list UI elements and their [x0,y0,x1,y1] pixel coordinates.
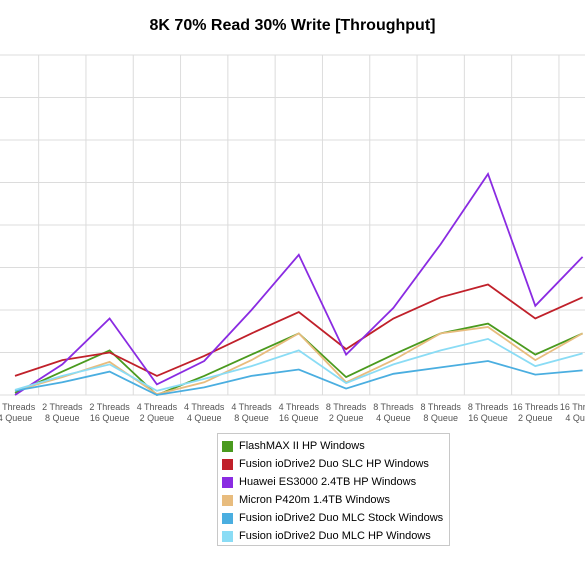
x-tick-label: 2 Threads 16 Queue [89,402,130,423]
legend-swatch [222,440,233,452]
series-line-4 [14,326,584,396]
series-line-5 [14,360,583,396]
legend-swatch [222,512,233,524]
series-line-3 [14,172,584,396]
x-tick-label: 16 Threads 2 Queue [513,402,559,423]
x-tick-label: 8 Threads 16 Queue [468,402,509,423]
legend-swatch [222,458,233,470]
legend-label: Fusion ioDrive2 Duo MLC Stock Windows [239,512,444,524]
x-tick-label: 2 Threads 8 Queue [42,402,83,423]
legend-item: Fusion ioDrive2 Duo MLC Stock Windows [222,509,449,527]
legend-item: Micron P420m 1.4TB Windows [222,491,449,509]
legend-label: Fusion ioDrive2 Duo MLC HP Windows [239,530,431,542]
legend-label: FlashMAX II HP Windows [239,440,365,452]
legend-swatch [222,530,233,542]
series-lines [14,172,584,397]
legend-swatch [222,476,233,488]
x-tick-label: 4 Threads 2 Queue [137,402,178,423]
legend-label: Micron P420m 1.4TB Windows [239,494,390,506]
x-tick-label: 8 Threads 2 Queue [326,402,367,423]
x-tick-label: 4 Threads 4 Queue [184,402,225,423]
legend-item: Fusion ioDrive2 Duo SLC HP Windows [222,455,449,473]
legend-item: FlashMAX II HP Windows [222,437,449,455]
legend-item: Huawei ES3000 2.4TB HP Windows [222,473,449,491]
chart-title: 8K 70% Read 30% Write [Throughput] [149,17,436,34]
series-line-6 [14,337,583,392]
x-tick-label: 8 Threads 4 Queue [373,402,414,423]
series-line-2 [14,283,583,377]
legend-swatch [222,494,233,506]
legend-label: Huawei ES3000 2.4TB HP Windows [239,476,417,488]
legend: FlashMAX II HP Windows Fusion ioDrive2 Du… [217,433,450,546]
gridlines [0,54,585,396]
x-tick-label: 4 Threads 8 Queue [231,402,272,423]
legend-label: Fusion ioDrive2 Duo SLC HP Windows [239,458,429,470]
x-tick-label: 4 Threads 16 Queue [279,402,320,423]
legend-item: Fusion ioDrive2 Duo MLC HP Windows [222,527,449,545]
x-tick-label: 8 Threads 8 Queue [421,402,462,423]
